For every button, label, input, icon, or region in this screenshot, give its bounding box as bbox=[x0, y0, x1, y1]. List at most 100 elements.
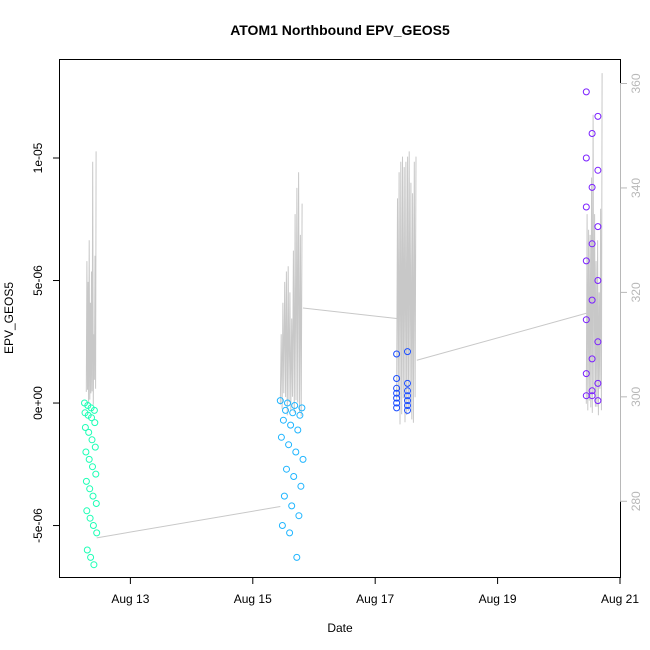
line-connector-0 bbox=[96, 506, 281, 539]
plot-area bbox=[59, 59, 621, 578]
data-point bbox=[393, 394, 401, 402]
data-point bbox=[85, 455, 93, 463]
data-point bbox=[280, 492, 288, 500]
data-point bbox=[582, 203, 590, 211]
data-point bbox=[293, 553, 301, 561]
data-point bbox=[284, 399, 291, 407]
y-left-tick-label: 5e-06 bbox=[31, 265, 45, 296]
y-right-tick-label: 340 bbox=[629, 178, 643, 198]
data-point bbox=[393, 404, 401, 412]
data-point bbox=[588, 130, 596, 137]
data-point bbox=[299, 455, 307, 463]
data-point bbox=[298, 404, 306, 412]
data-point bbox=[297, 482, 305, 490]
data-point bbox=[92, 470, 100, 478]
data-point bbox=[93, 529, 101, 537]
data-point bbox=[588, 355, 596, 363]
data-point bbox=[404, 379, 411, 387]
data-point bbox=[82, 477, 90, 485]
line-cluster-1 bbox=[279, 172, 303, 417]
data-point bbox=[88, 436, 96, 444]
data-point bbox=[393, 389, 401, 397]
data-point bbox=[594, 112, 602, 120]
data-point bbox=[582, 370, 590, 378]
data-point bbox=[582, 316, 590, 324]
data-point bbox=[287, 421, 295, 429]
data-point bbox=[82, 448, 90, 456]
data-point bbox=[588, 387, 596, 395]
data-point bbox=[290, 473, 298, 480]
data-point bbox=[279, 416, 287, 424]
y-left-tick-label: 0e+00 bbox=[31, 386, 45, 420]
data-point bbox=[291, 402, 299, 409]
line-cluster-0 bbox=[85, 151, 97, 405]
data-point bbox=[404, 392, 411, 400]
data-point bbox=[85, 428, 93, 436]
data-point bbox=[282, 406, 289, 414]
data-point bbox=[86, 485, 94, 493]
data-point bbox=[582, 154, 590, 162]
x-tick-label: Aug 15 bbox=[234, 592, 272, 606]
y-left-tick-label: -5e-06 bbox=[31, 508, 45, 543]
data-point bbox=[582, 257, 590, 265]
x-tick-label: Aug 13 bbox=[111, 592, 149, 606]
y-left-tick-label: 1e-05 bbox=[31, 142, 45, 173]
data-point bbox=[292, 448, 300, 456]
data-point bbox=[582, 88, 590, 96]
data-point bbox=[91, 419, 99, 427]
y-axis-right: 280 300 320 340 360 bbox=[620, 73, 643, 511]
data-point bbox=[295, 512, 303, 520]
y-right-tick-label: 300 bbox=[629, 387, 643, 407]
data-point bbox=[393, 384, 401, 392]
y-right-tick-label: 320 bbox=[629, 282, 643, 302]
data-point bbox=[90, 406, 98, 414]
y-axis-left: -5e-06 0e+00 5e-06 1e-05 bbox=[31, 142, 60, 543]
data-point bbox=[404, 387, 411, 395]
data-point bbox=[87, 553, 95, 561]
data-point bbox=[91, 443, 99, 451]
line-connector-2 bbox=[416, 312, 587, 361]
data-point bbox=[588, 296, 596, 304]
x-tick-label: Aug 17 bbox=[356, 592, 394, 606]
data-point bbox=[86, 514, 94, 522]
data-point bbox=[393, 399, 401, 407]
data-point bbox=[289, 409, 297, 417]
data-point bbox=[594, 338, 602, 346]
data-point bbox=[88, 414, 95, 422]
data-point bbox=[594, 223, 602, 231]
data-point bbox=[594, 379, 602, 387]
data-point bbox=[588, 240, 596, 248]
data-point bbox=[81, 424, 89, 431]
data-point bbox=[277, 433, 285, 441]
line-cluster-2 bbox=[396, 151, 417, 425]
x-axis-label: Date bbox=[327, 621, 353, 635]
data-point bbox=[404, 402, 411, 409]
data-point bbox=[404, 406, 411, 414]
data-point bbox=[296, 411, 304, 419]
data-point bbox=[594, 397, 602, 405]
y-right-tick-label: 360 bbox=[629, 73, 643, 93]
data-point bbox=[288, 502, 296, 510]
data-point bbox=[404, 397, 411, 405]
data-point bbox=[276, 397, 284, 405]
data-point bbox=[83, 507, 91, 515]
data-point bbox=[294, 426, 302, 434]
data-point bbox=[92, 500, 100, 507]
data-point bbox=[278, 522, 286, 529]
chart-title: ATOM1 Northbound EPV_GEOS5 bbox=[230, 22, 450, 38]
data-point bbox=[393, 375, 401, 382]
data-point bbox=[89, 492, 97, 500]
data-point bbox=[89, 522, 97, 529]
y-right-tick-label: 280 bbox=[629, 491, 643, 511]
secondary-line-layer bbox=[85, 73, 603, 539]
x-tick-label: Aug 19 bbox=[479, 592, 517, 606]
data-point bbox=[393, 350, 401, 358]
data-point bbox=[594, 277, 602, 284]
scatter-point-layer bbox=[81, 88, 602, 569]
data-point bbox=[83, 546, 91, 554]
data-point bbox=[404, 348, 411, 356]
y-axis-label: EPV_GEOS5 bbox=[2, 282, 16, 354]
line-connector-1 bbox=[302, 307, 397, 319]
x-tick-label: Aug 21 bbox=[601, 592, 639, 606]
